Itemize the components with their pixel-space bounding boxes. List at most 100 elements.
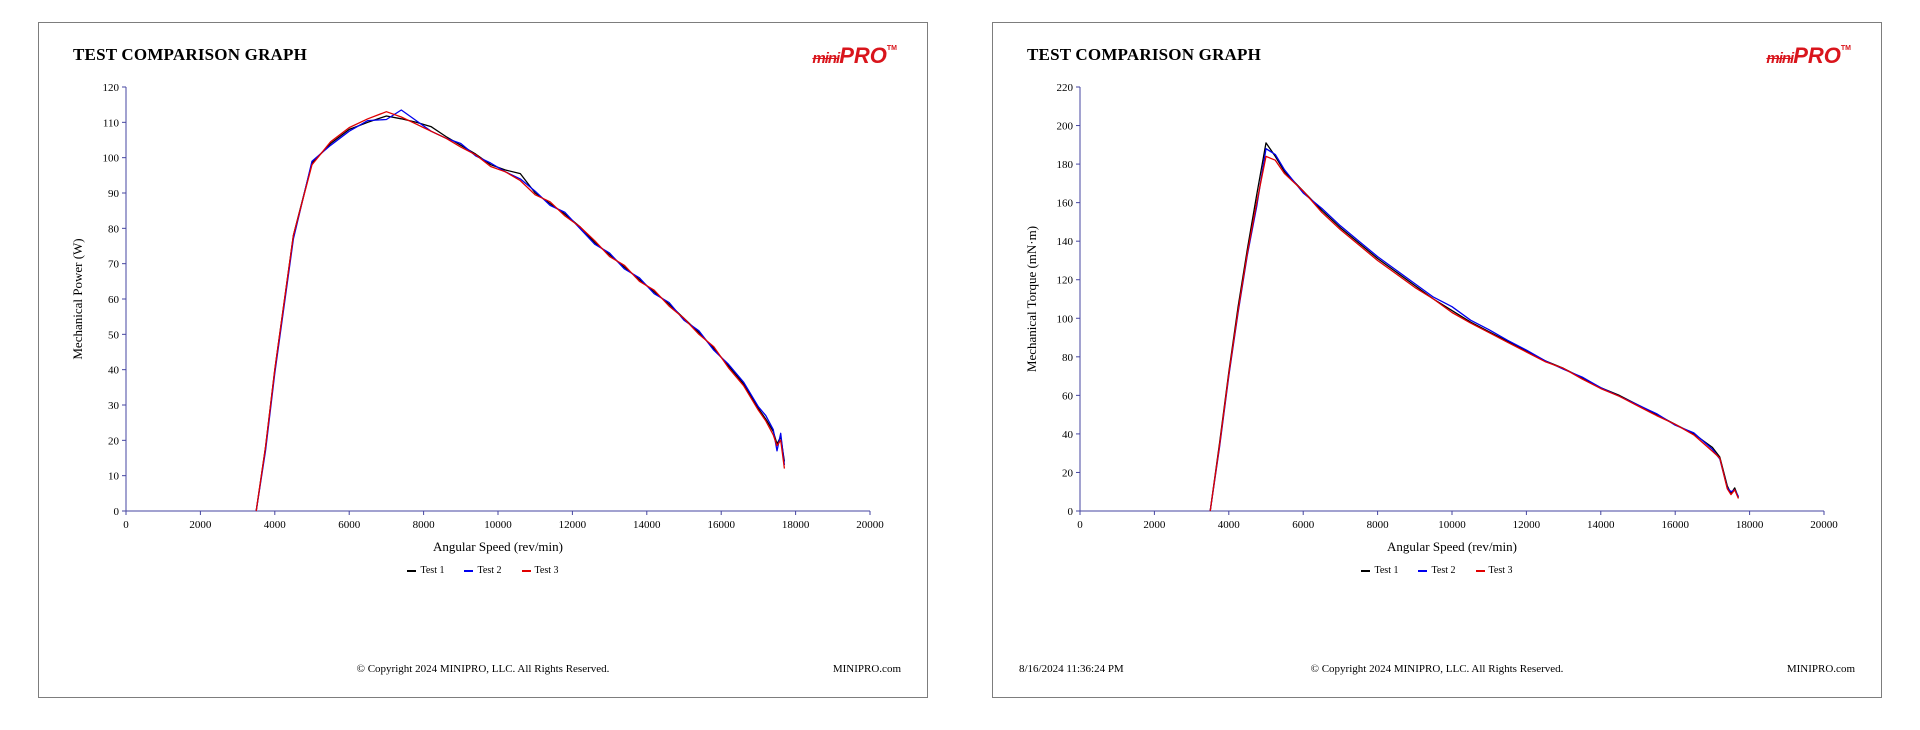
panel-title: TEST COMPARISON GRAPH: [73, 45, 308, 64]
legend-dash-icon: [1475, 569, 1485, 572]
legend-label: Test 2: [1431, 565, 1456, 577]
x-tick-label: 12000: [559, 519, 587, 531]
legend-dash-icon: [1418, 569, 1428, 572]
legend-item-test-1: Test 1: [407, 565, 444, 576]
x-tick-label: 2000: [1143, 519, 1166, 531]
y-tick-label: 220: [1057, 82, 1074, 94]
y-tick-label: 60: [1062, 390, 1074, 402]
y-tick-label: 40: [1062, 429, 1074, 441]
legend: Test 1 Test 2 Test 3: [39, 565, 927, 576]
x-tick-label: 4000: [264, 519, 287, 531]
x-axis-title: Angular Speed (rev/min): [433, 539, 563, 554]
y-axis-title: Mechanical Power (W): [70, 238, 85, 359]
y-tick-label: 20: [108, 435, 120, 447]
legend-dash-icon: [1361, 569, 1371, 572]
y-tick-label: 100: [1057, 313, 1074, 325]
y-tick-label: 60: [108, 294, 120, 306]
y-tick-label: 200: [1057, 121, 1074, 133]
series-line-test-3: [1209, 155, 1739, 512]
y-tick-label: 20: [1062, 467, 1074, 479]
legend-label: Test 2: [477, 565, 502, 577]
y-tick-label: 40: [108, 365, 120, 377]
x-axis-title: Angular Speed (rev/min): [1387, 539, 1517, 554]
y-tick-label: 120: [1057, 275, 1074, 287]
y-tick-label: 0: [1068, 506, 1074, 518]
y-tick-label: 180: [1057, 159, 1074, 171]
x-tick-label: 8000: [413, 519, 436, 531]
x-tick-label: 14000: [1587, 519, 1615, 531]
website-text: MINIPRO.com: [1786, 663, 1855, 675]
x-tick-label: 6000: [1292, 519, 1315, 531]
logo-pro-text: PRO: [1793, 43, 1841, 68]
timestamp: 8/16/2024 11:36:24 PM: [1019, 663, 1124, 675]
y-tick-label: 0: [114, 506, 120, 518]
x-tick-label: 10000: [484, 519, 512, 531]
x-tick-label: 20000: [1810, 519, 1838, 531]
legend-label: Test 1: [1374, 565, 1399, 577]
logo-trademark-mark: TM: [1840, 45, 1851, 52]
panel-title: TEST COMPARISON GRAPH: [1027, 45, 1262, 64]
y-tick-label: 100: [103, 153, 120, 165]
torque-report-panel: TEST COMPARISON GRAPH miniPROTM 0 2000 400…: [992, 22, 1882, 698]
legend-dash-icon: [464, 569, 474, 572]
x-tick-label: 16000: [1661, 519, 1689, 531]
series-line-test-1: [255, 115, 786, 512]
series-line-test-2: [1209, 148, 1739, 512]
panel-header: TEST COMPARISON GRAPH miniPROTM: [39, 23, 927, 71]
x-tick-label: 12000: [1513, 519, 1541, 531]
y-tick-label: 80: [1062, 352, 1074, 364]
logo-mini-text: mini: [1766, 50, 1794, 67]
logo-trademark-mark: TM: [886, 45, 897, 52]
legend-item-test-2: Test 2: [1418, 565, 1456, 577]
website-text: MINIPRO.com: [832, 663, 901, 675]
panel-header: TEST COMPARISON GRAPH miniPROTM: [993, 23, 1881, 71]
x-tick-label: 4000: [1218, 519, 1241, 531]
legend-item-test-2: Test 2: [464, 565, 502, 577]
y-tick-label: 50: [108, 329, 120, 341]
series-line-test-3: [255, 111, 786, 512]
y-tick-label: 80: [108, 223, 120, 235]
minipro-logo: miniPROTM: [1766, 45, 1851, 67]
x-tick-label: 0: [1077, 519, 1083, 531]
torque-chart: 0 2000 4000 6000 8000 10000 12000 14000 16000 180…: [1024, 82, 1838, 554]
x-tick-label: 2000: [189, 519, 212, 531]
logo-pro-text: PRO: [839, 43, 887, 68]
legend-item-test-3: Test 3: [521, 565, 559, 577]
legend-item-test-1: Test 1: [1361, 565, 1398, 576]
power-report-panel: TEST COMPARISON GRAPH miniPROTM 0 2000 400…: [38, 22, 928, 698]
copyright-text: © Copyright 2024 MINIPRO, LLC. All Right…: [356, 663, 610, 675]
panel-footer: © Copyright 2024 MINIPRO, LLC. All Right…: [39, 663, 927, 697]
y-tick-label: 10: [108, 471, 120, 483]
x-tick-label: 20000: [856, 519, 884, 531]
y-tick-label: 70: [108, 259, 120, 271]
x-tick-label: 0: [123, 519, 129, 531]
y-tick-label: 160: [1057, 198, 1074, 210]
y-tick-label: 110: [103, 117, 120, 129]
legend-dash-icon: [521, 569, 531, 572]
panel-footer: 8/16/2024 11:36:24 PM © Copyright 2024 M…: [993, 663, 1881, 697]
x-tick-label: 18000: [782, 519, 810, 531]
x-tick-label: 8000: [1367, 519, 1390, 531]
legend-label: Test 3: [534, 565, 559, 577]
legend-dash-icon: [407, 569, 417, 572]
series-line-test-2: [255, 109, 786, 512]
minipro-logo: miniPROTM: [812, 45, 897, 67]
legend-item-test-3: Test 3: [1475, 565, 1513, 577]
x-tick-label: 16000: [707, 519, 735, 531]
y-tick-label: 90: [108, 188, 120, 200]
y-tick-label: 140: [1057, 236, 1074, 248]
x-tick-label: 14000: [633, 519, 661, 531]
legend-label: Test 1: [420, 565, 445, 577]
y-tick-label: 120: [103, 82, 120, 94]
y-tick-label: 30: [108, 400, 120, 412]
x-tick-label: 10000: [1438, 519, 1466, 531]
copyright-text: © Copyright 2024 MINIPRO, LLC. All Right…: [1310, 663, 1564, 675]
x-tick-label: 18000: [1736, 519, 1764, 531]
logo-mini-text: mini: [812, 50, 840, 67]
legend: Test 1 Test 2 Test 3: [993, 565, 1881, 576]
legend-label: Test 3: [1488, 565, 1513, 577]
x-tick-label: 6000: [338, 519, 361, 531]
power-chart: 0 2000 4000 6000 8000 10000 12000 14000 16000 180…: [70, 82, 884, 554]
series-line-test-1: [1209, 142, 1740, 512]
